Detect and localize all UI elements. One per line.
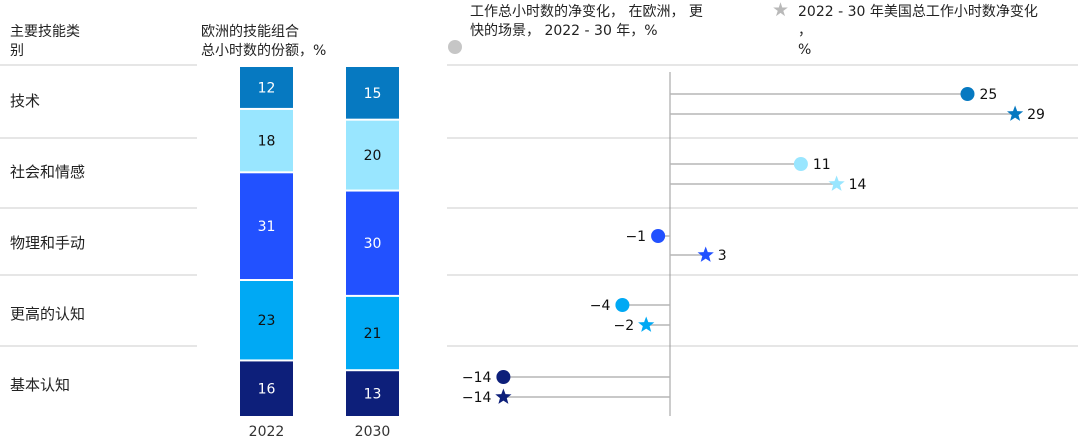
star-marker: [495, 388, 512, 404]
header-europe-change: 工作总小时数的净变化， 在欧洲， 更 快的场景， 2022 - 30 年，%: [470, 3, 703, 41]
category-label: 更高的认知: [10, 305, 86, 323]
header-line: 别: [10, 43, 24, 59]
star-marker: [828, 175, 845, 191]
category-label: 技术: [10, 92, 41, 110]
star-marker: [1007, 105, 1024, 121]
circle-legend-icon: [448, 40, 462, 54]
lollipop-value-label: 3: [718, 248, 727, 264]
header-line: ，: [798, 23, 812, 39]
bar-value-label: 18: [258, 134, 276, 150]
lollipop-value-label: 29: [1027, 107, 1045, 123]
bar-segment: [240, 361, 293, 416]
lollipop-value-label: 25: [980, 87, 998, 103]
bar-segment: [346, 191, 399, 295]
bar-segment: [346, 371, 399, 416]
star-marker: [638, 316, 655, 332]
bar-value-label: 21: [364, 326, 382, 342]
header-line: 工作总小时数的净变化， 在欧洲， 更: [470, 4, 703, 20]
bar-value-label: 16: [258, 382, 276, 398]
category-label: 基本认知: [10, 376, 71, 394]
bar-segment: [240, 173, 293, 280]
bar-segment: [346, 120, 399, 190]
header-line: %: [798, 42, 812, 58]
header-line: 主要技能类: [10, 24, 80, 40]
bar-value-label: 31: [258, 219, 276, 235]
lollipop-value-label: −4: [590, 298, 611, 314]
category-label: 物理和手动: [10, 234, 86, 252]
lollipop-value-label: 11: [813, 157, 831, 173]
lollipop-value-label: −2: [614, 318, 635, 334]
lollipop-value-label: 14: [849, 177, 867, 193]
circle-marker: [960, 87, 975, 101]
header-skill-mix: 欧洲的技能组合 总小时数的份额，%: [201, 23, 326, 61]
bar-value-label: 12: [258, 80, 276, 96]
x-tick-label: 2022: [249, 424, 285, 440]
bar-segment: [346, 296, 399, 370]
header-skill-category: 主要技能类 别: [10, 23, 80, 61]
category-label: 社会和情感: [10, 163, 86, 181]
star-marker: [697, 246, 714, 262]
circle-marker: [793, 157, 808, 171]
header-line: 2022 - 30 年美国总工作小时数净变化: [798, 4, 1038, 20]
lollipop-value-label: −1: [625, 229, 646, 245]
bar-segment: [240, 109, 293, 172]
x-tick-label: 2030: [355, 424, 391, 440]
circle-marker: [615, 298, 630, 312]
star-legend-icon: ★: [772, 0, 790, 21]
header-us-change: 2022 - 30 年美国总工作小时数净变化 ， %: [798, 3, 1038, 60]
bar-segment: [240, 67, 293, 108]
circle-marker: [651, 229, 666, 243]
bar-value-label: 13: [364, 387, 382, 403]
header-line: 快的场景， 2022 - 30 年，%: [470, 23, 658, 39]
header-line: 总小时数的份额，%: [201, 43, 327, 59]
lollipop-value-label: −14: [462, 390, 492, 406]
bar-value-label: 20: [364, 148, 382, 164]
bar-segment: [240, 281, 293, 360]
header-line: 欧洲的技能组合: [201, 24, 299, 40]
bar-value-label: 30: [364, 236, 382, 252]
bar-value-label: 15: [364, 86, 382, 102]
bar-value-label: 23: [258, 313, 276, 329]
circle-marker: [496, 370, 511, 384]
lollipop-value-label: −14: [462, 370, 492, 386]
bar-segment: [346, 67, 399, 119]
